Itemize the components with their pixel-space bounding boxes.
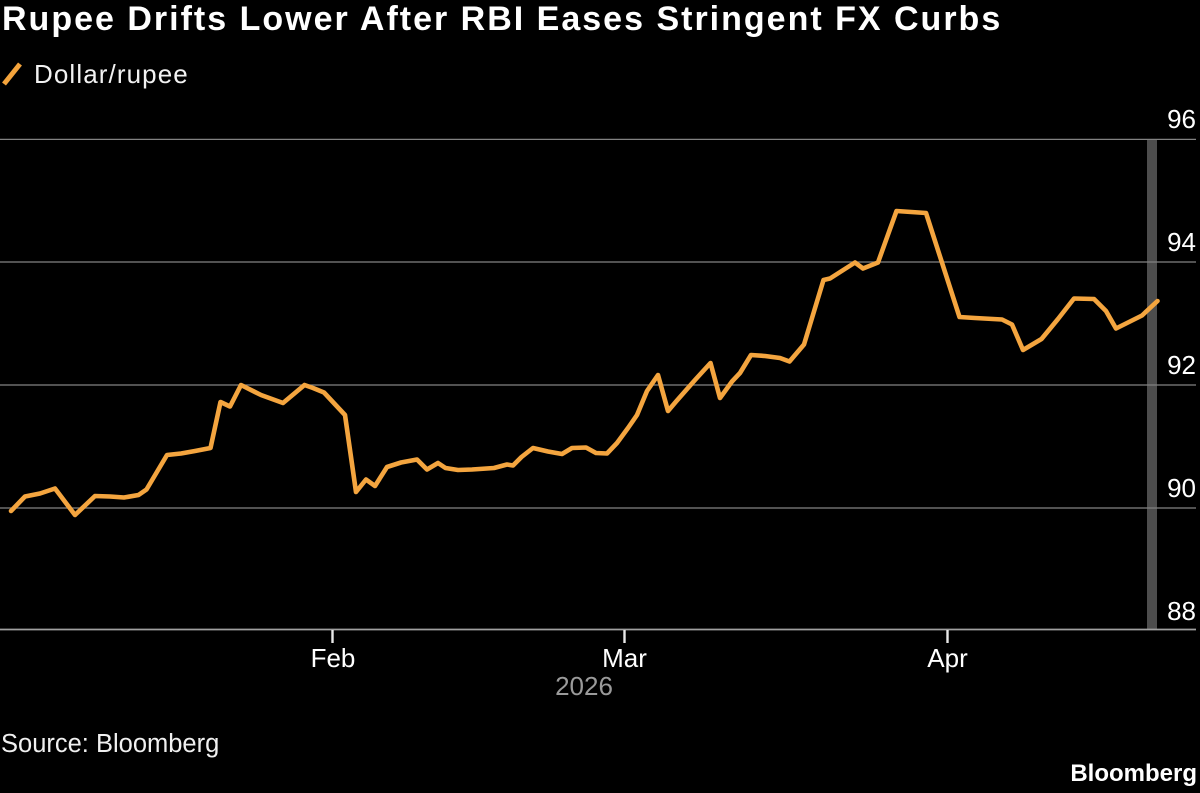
svg-text:92: 92 [1167,350,1196,380]
svg-text:Apr: Apr [927,643,968,673]
svg-text:Feb: Feb [311,643,356,673]
svg-text:2026: 2026 [555,671,613,701]
svg-text:90: 90 [1167,473,1196,503]
svg-text:88: 88 [1167,596,1196,626]
svg-text:96: 96 [1167,104,1196,134]
svg-text:Mar: Mar [602,643,647,673]
svg-text:94: 94 [1167,227,1196,257]
